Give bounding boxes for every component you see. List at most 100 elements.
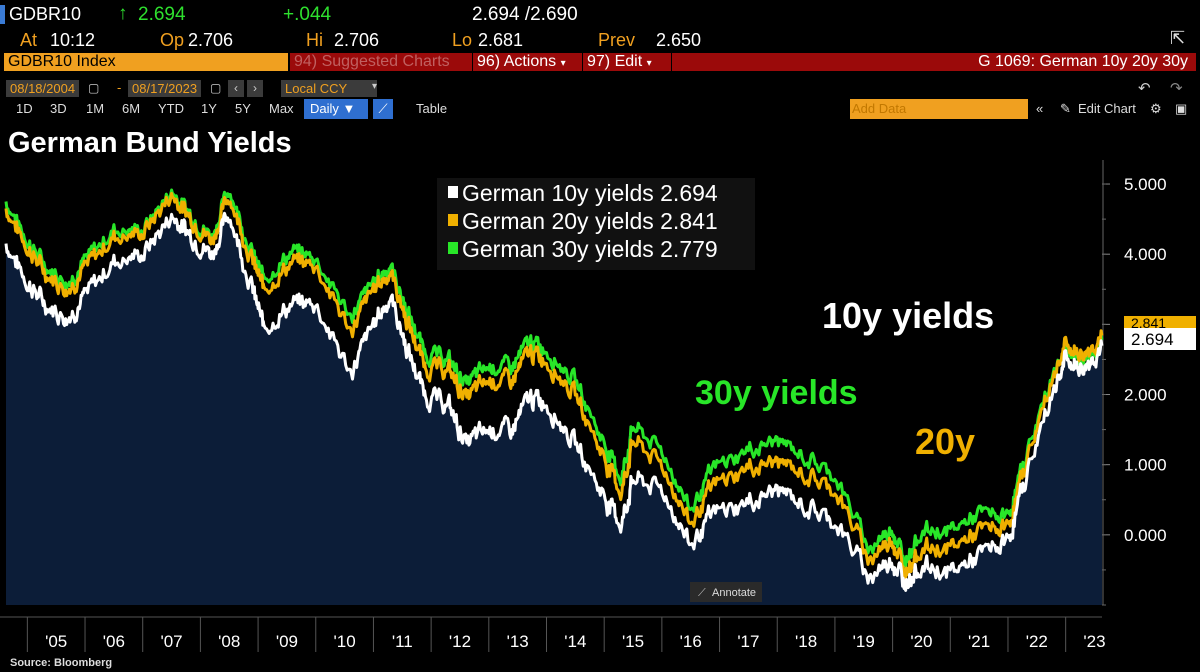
ticker-symbol[interactable]: GDBR10 [9,4,82,24]
at-label: At [20,30,38,50]
prev-range-icon[interactable]: ‹ [228,80,244,97]
x-tick-label: '22 [1026,632,1048,651]
period-1y[interactable]: 1Y [201,101,217,116]
currency-select[interactable]: Local CCY [281,80,377,97]
actions-label: 96) Actions [477,53,557,70]
legend-swatch-10y [448,186,458,198]
at-time: 10:12 [50,30,96,50]
start-date-input[interactable]: 08/18/2004 [6,80,80,97]
x-tick-label: '12 [449,632,471,651]
date-range-bar: 08/18/2004 ▢ - 08/17/2023 ▢ ‹ › Local CC… [0,80,1200,98]
y-axis [1102,160,1110,606]
y10-area-fill [6,213,1102,606]
undo-icon[interactable]: ↶ [1138,80,1151,97]
edit-button[interactable]: 97) Edit ▾ [583,53,671,71]
x-tick-label: '17 [737,632,759,651]
y-tick-label: 1.000 [1124,456,1167,475]
prev-value: 2.650 [656,30,702,50]
calendar-icon[interactable]: ▢ [88,81,100,95]
last-label-20y: 2.841 [1131,315,1166,331]
caret-down-icon: ▾ [646,58,652,69]
period-1m[interactable]: 1M [86,101,105,116]
period-ytd[interactable]: YTD [158,101,184,116]
up-arrow-icon: ↑ [118,3,128,24]
annotation-20y: 20y [915,421,975,462]
x-tick-label: '21 [968,632,990,651]
pencil-icon: ⟋ [698,587,706,599]
x-tick-label: '14 [564,632,586,651]
x-tick-label: '13 [507,632,529,651]
calendar-icon[interactable]: ▢ [210,81,222,95]
period-toolbar: 1D 3D 1M 6M YTD 1Y 5Y Max Daily ▼ ⟋ Tabl… [0,99,1200,119]
yield-chart: German Bund Yields '05 '06 '07 '08 '09 '10 '11… [0,127,1196,669]
x-axis: '05 '06 '07 '08 '09 '10 '11 '12 '13 '14 '15 '16 '17 '… [0,616,1106,652]
popout-icon[interactable]: ⇱ [1170,28,1186,48]
last-label-10y: 2.694 [1131,330,1174,349]
x-tick-label: '11 [392,632,413,651]
last-price: 2.694 [138,4,186,25]
end-date-input[interactable]: 08/17/2023 [128,80,202,97]
y-tick-label: 2.000 [1124,386,1167,405]
collapse-icon[interactable]: « [1036,101,1044,116]
x-tick-label: '05 [45,632,67,651]
ticker-marker [0,5,5,24]
actions-button[interactable]: 96) Actions ▾ [473,53,582,71]
caret-down-icon: ▾ [560,58,566,69]
caret-down-icon: ▾ [372,81,378,92]
save-icon[interactable]: ▣ [1175,101,1188,116]
security-bar: GDBR10 Index 94) Suggested Charts 96) Ac… [0,52,1200,72]
ohlc-row: At 10:12 Op 2.706 Hi 2.706 Lo 2.681 Prev… [0,28,1200,50]
x-tick-label: '23 [1083,632,1105,651]
annotation-10y: 10y yields [822,295,994,336]
period-5y[interactable]: 5Y [235,101,251,116]
legend-10y-name: German 10y yields 2.694 [462,180,718,206]
x-tick-label: '06 [103,632,125,651]
chart-title-bar: G 1069: German 10y 20y 30y [672,53,1196,71]
period-1d[interactable]: 1D [16,101,33,116]
y-tick-label: 5.000 [1124,175,1167,194]
net-change: +.044 [283,4,332,25]
add-data-input[interactable]: Add Data [850,99,1028,119]
legend-swatch-20y [448,214,458,226]
period-max[interactable]: Max [269,101,294,116]
edit-chart-button[interactable]: Edit Chart [1078,101,1136,116]
last-tag-10y [1124,328,1196,350]
next-range-icon[interactable]: › [247,80,263,97]
x-tick-label: '15 [622,632,644,651]
chart-title: German Bund Yields [8,127,292,159]
y-tick-label: 4.000 [1124,245,1167,264]
date-separator: - [117,80,122,95]
low-value: 2.681 [478,30,524,50]
high-label: Hi [306,30,323,50]
y-tick-label: 0.000 [1124,526,1167,545]
series-10y-line [4,211,1104,592]
redo-icon[interactable]: ↷ [1170,80,1183,97]
source-note: Source: Bloomberg [10,657,112,669]
x-tick-label: '20 [910,632,932,651]
high-value: 2.706 [334,30,380,50]
prev-label: Prev [598,30,636,50]
period-3d[interactable]: 3D [50,101,67,116]
x-tick-label: '18 [795,632,817,651]
settings-icon[interactable]: ⚙ [1150,101,1162,116]
low-label: Lo [452,30,473,50]
table-button[interactable]: Table [416,101,448,116]
edit-label: 97) Edit [587,53,643,70]
last-tag-20y [1124,316,1196,330]
open-label: Op [160,30,185,50]
annotation-30y: 30y yields [695,374,858,412]
x-tick-label: '10 [334,632,356,651]
line-chart-icon[interactable]: ⟋ [373,99,393,119]
frequency-select[interactable]: Daily ▼ [304,99,368,119]
period-6m[interactable]: 6M [122,101,141,116]
security-field[interactable]: GDBR10 Index [4,53,288,71]
pencil-icon: ✎ [1060,101,1071,116]
annotate-button[interactable] [690,582,762,602]
suggested-charts-button[interactable]: 94) Suggested Charts [290,53,472,71]
bid-ask: 2.694 /2.690 [472,4,578,25]
annotate-label: Annotate [712,587,756,599]
x-tick-label: '08 [218,632,240,651]
x-tick-label: '09 [276,632,298,651]
legend-swatch-30y [448,242,458,254]
